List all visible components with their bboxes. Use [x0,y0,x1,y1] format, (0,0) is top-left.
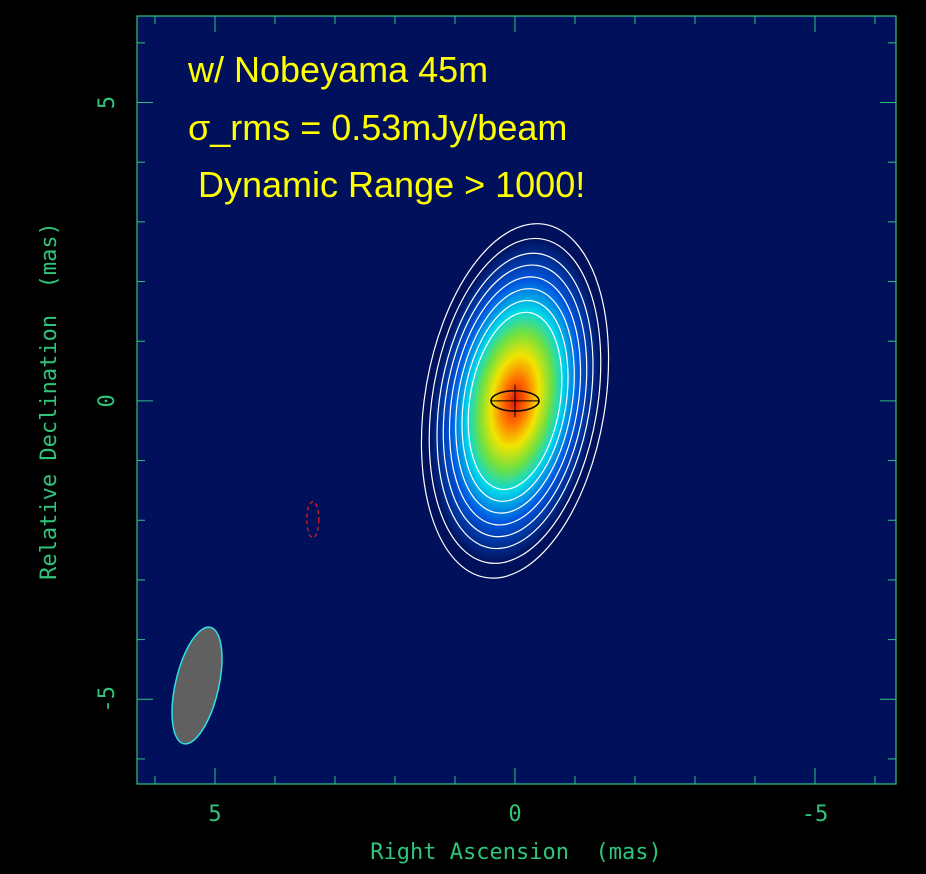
x-tick-label: 5 [208,802,221,827]
annotation: Dynamic Range > 1000! [188,164,585,205]
annotation: w/ Nobeyama 45m [187,49,488,90]
x-tick-label: 0 [508,802,521,827]
y-tick-label: 5 [95,96,120,109]
x-axis-label: Right Ascension (mas) [370,840,661,865]
y-tick-label: 0 [95,394,120,407]
y-tick-label: -5 [95,686,120,713]
x-tick-label: -5 [802,802,829,827]
annotation: σ_rms = 0.53mJy/beam [188,107,567,148]
chart: Right Ascension (mas) Relative Declinati… [0,0,926,874]
y-axis-label: Relative Declination (mas) [37,222,62,580]
